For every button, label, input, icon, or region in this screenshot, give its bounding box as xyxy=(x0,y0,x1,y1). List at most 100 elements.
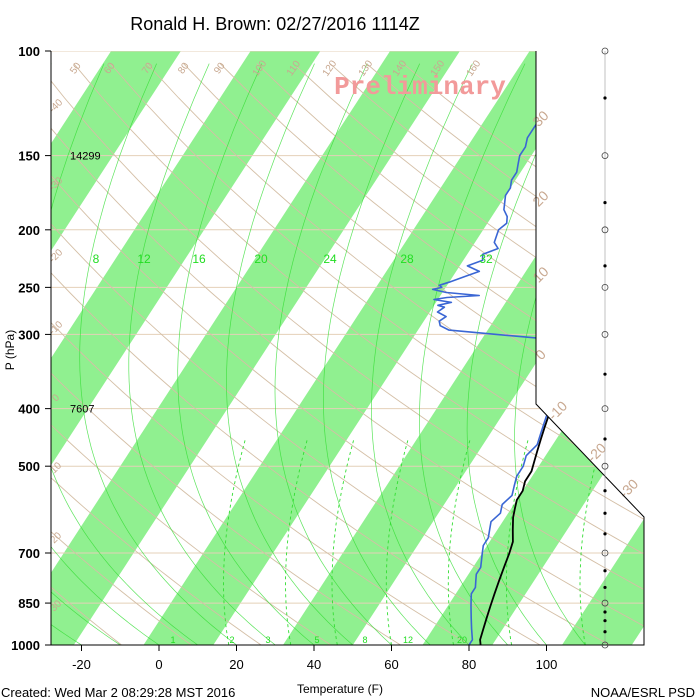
moist-adiabat xyxy=(79,63,255,645)
wind-calm-ring xyxy=(601,283,609,291)
y-tick-label: 300 xyxy=(18,327,40,342)
moist-adiabat xyxy=(51,63,141,645)
mixing-ratio-bottom-label: 8 xyxy=(362,635,367,645)
wind-level-dot xyxy=(603,511,607,515)
mixing-ratio-label: 16 xyxy=(192,252,206,266)
mixing-ratio-line xyxy=(285,438,308,645)
moist-adiabat xyxy=(371,63,482,645)
dry-adiabat-label: 50 xyxy=(68,60,84,76)
dry-adiabat-label: 90 xyxy=(212,60,228,76)
wind-level-dot xyxy=(603,96,607,100)
height-label: 7607 xyxy=(70,404,94,416)
wind-level-dot xyxy=(603,585,607,590)
dry-adiabat xyxy=(51,63,644,645)
y-tick-label: 500 xyxy=(18,459,40,474)
wind-calm-ring xyxy=(601,462,609,470)
mixing-ratio-bottom-label: 12 xyxy=(403,635,413,645)
y-tick-label: 400 xyxy=(18,402,40,417)
mixing-ratio-line xyxy=(579,438,603,645)
height-label: 14299 xyxy=(70,151,101,163)
mixing-ratio-bottom-label: 1 xyxy=(170,635,175,645)
y-tick-label: 200 xyxy=(18,223,40,238)
isotherm-band xyxy=(51,51,460,645)
footer-created: Created: Wed Mar 2 08:29:28 MST 2016 xyxy=(1,685,235,700)
dry-adiabat xyxy=(109,63,644,645)
dry-adiabat xyxy=(183,63,644,645)
x-tick-label: 40 xyxy=(307,657,321,672)
dry-adiabat xyxy=(219,63,644,645)
y-tick-label: 100 xyxy=(18,44,40,59)
wind-level-dot xyxy=(603,437,607,441)
dry-adiabat-label: 80 xyxy=(176,60,192,76)
wind-level-dot xyxy=(603,372,607,376)
dry-adiabat xyxy=(146,63,644,645)
moist-adiabat xyxy=(128,63,293,645)
dry-adiabat xyxy=(73,63,644,645)
mixing-ratio-label: 28 xyxy=(400,252,414,266)
mixing-ratio-line xyxy=(505,438,529,645)
footer-source: NOAA/ESRL PSD xyxy=(591,685,695,700)
x-tick-label: 100 xyxy=(536,657,558,672)
dry-adiabat xyxy=(51,63,280,645)
isotherm-edge-label: -30 xyxy=(616,476,642,502)
moist-adiabat xyxy=(226,63,369,645)
x-tick-label: 20 xyxy=(229,657,243,672)
x-tick-label: 60 xyxy=(384,657,398,672)
isotherm-band xyxy=(51,51,321,645)
isotherm-band xyxy=(562,51,644,645)
x-tick-label: 80 xyxy=(462,657,476,672)
wind-level-dot xyxy=(603,569,607,573)
wind-level-dot xyxy=(603,489,607,493)
wind-calm-ring xyxy=(601,641,609,649)
axis-frame xyxy=(50,51,645,646)
isotherm-band xyxy=(422,51,644,645)
y-tick-label: 850 xyxy=(18,596,40,611)
wind-level-dot xyxy=(603,630,607,634)
mixing-ratio-line xyxy=(223,438,246,645)
dry-adiabat xyxy=(51,63,209,645)
mixing-ratio-line xyxy=(447,438,471,645)
dry-adiabat xyxy=(51,63,351,645)
dry-adiabat xyxy=(51,63,492,645)
moist-adiabat xyxy=(466,63,578,645)
dry-adiabat xyxy=(402,63,644,645)
isotherm-edge-label: -10 xyxy=(545,398,571,424)
dewpoint-line xyxy=(431,51,565,645)
plot-area xyxy=(51,51,644,645)
y-tick-label: 250 xyxy=(18,280,40,295)
dry-adiabat xyxy=(51,63,139,645)
isotherm-band xyxy=(51,51,181,645)
moist-adiabat xyxy=(51,63,217,645)
mixing-ratio-line xyxy=(385,438,409,645)
moist-adiabat xyxy=(323,63,445,645)
isotherm-edge-label: 20 xyxy=(529,187,551,209)
dry-adiabat xyxy=(51,63,563,645)
mixing-ratio-bottom-label: 20 xyxy=(457,635,467,645)
wind-calm-ring xyxy=(601,226,609,234)
mixing-ratio-bottom-label: 2 xyxy=(229,635,234,645)
wind-calm-ring xyxy=(601,152,609,159)
mixing-ratio-line xyxy=(331,438,355,645)
x-tick-label: -20 xyxy=(72,657,91,672)
left-edge-label: -40 xyxy=(47,97,65,115)
isotherm-band xyxy=(143,51,600,645)
wind-level-dot xyxy=(603,619,607,623)
wind-calm-ring xyxy=(601,331,609,338)
mixing-ratio-label: 12 xyxy=(137,252,151,266)
mixing-ratio-label: 24 xyxy=(323,252,337,266)
dry-adiabat xyxy=(51,63,422,645)
x-tick-label: 0 xyxy=(155,657,162,672)
y-tick-label: 150 xyxy=(18,149,40,164)
moist-adiabat xyxy=(274,63,407,645)
left-edge-label: -20 xyxy=(47,247,65,265)
wind-calm-ring xyxy=(601,47,609,55)
moist-adiabat xyxy=(51,63,179,645)
wind-column xyxy=(601,47,609,649)
x-axis-title: Temperature (F) xyxy=(297,682,383,696)
dry-adiabat xyxy=(51,63,644,645)
chart-title: Ronald H. Brown: 02/27/2016 1114Z xyxy=(130,14,420,34)
mixing-ratio-bottom-label: 5 xyxy=(314,635,319,645)
